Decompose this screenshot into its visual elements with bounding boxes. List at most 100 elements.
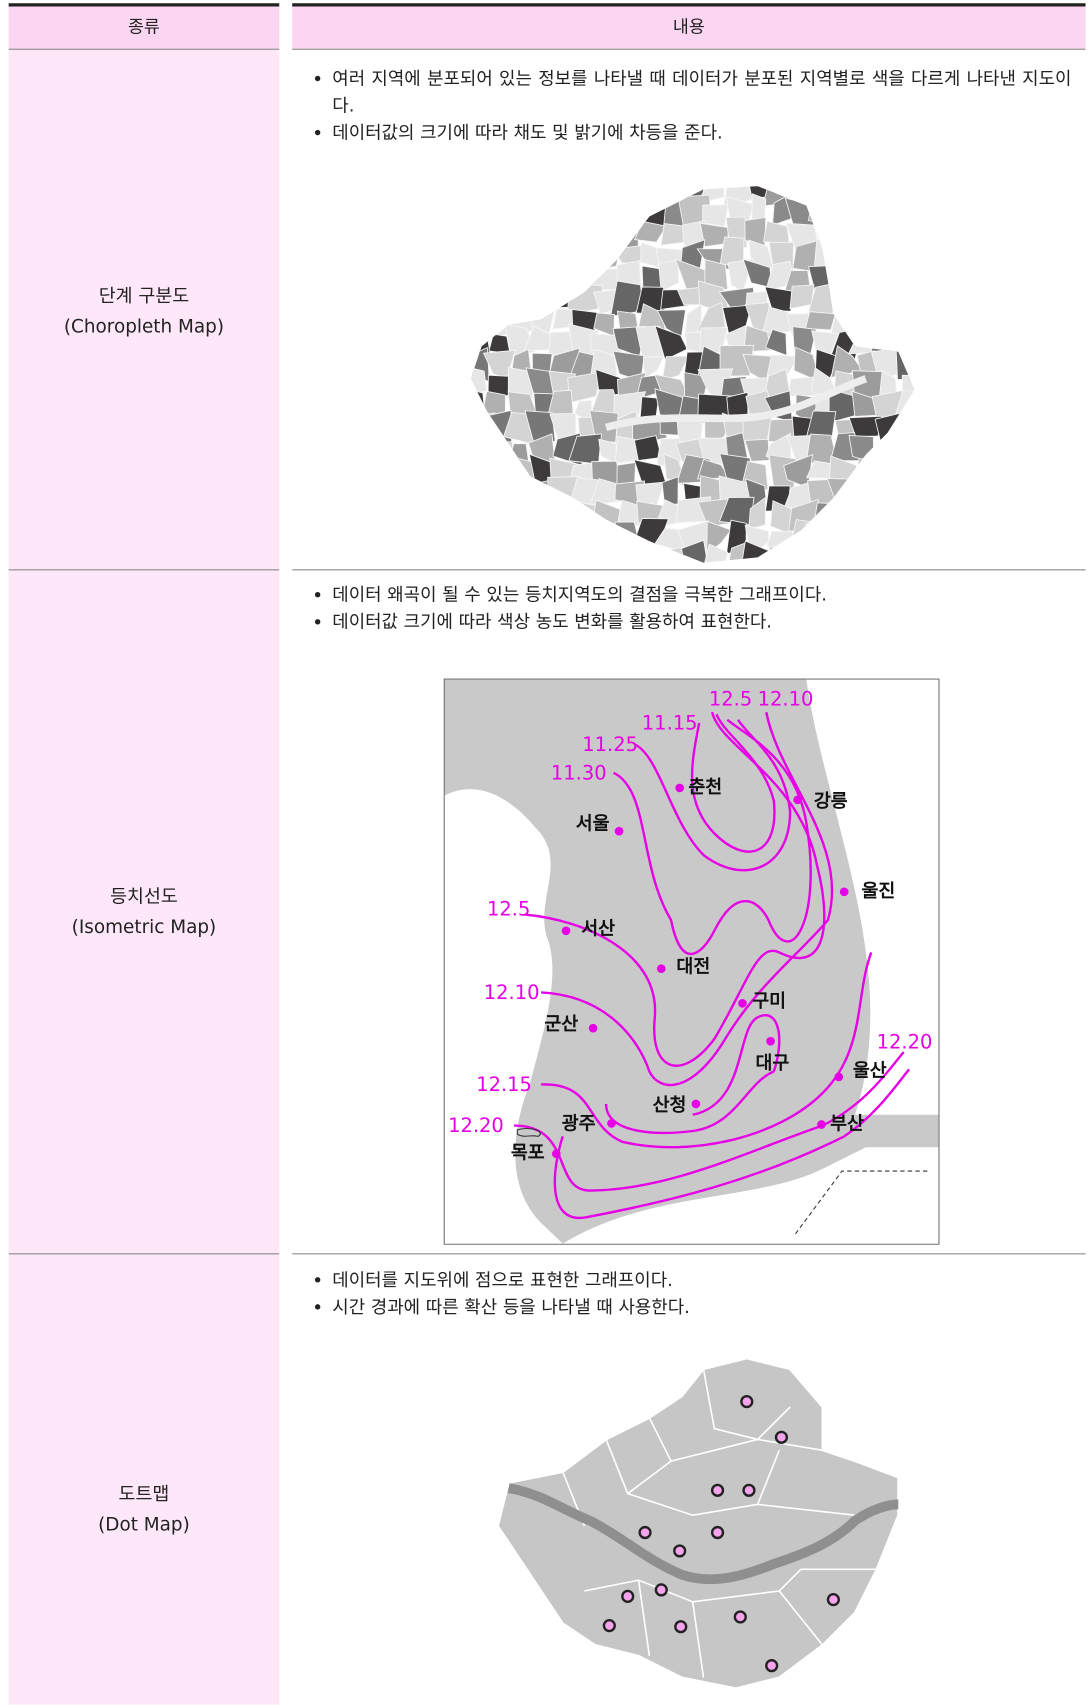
district xyxy=(526,198,559,229)
district xyxy=(918,347,925,380)
bullet: 시간 경과에 따른 확산 등을 나타낼 때 사용한다. xyxy=(308,1293,1071,1320)
district xyxy=(548,541,576,563)
district xyxy=(506,569,535,574)
district xyxy=(470,388,486,424)
type-label: 단계 구분도 (Choropleth Map) xyxy=(9,281,280,342)
district xyxy=(486,569,517,573)
district xyxy=(550,523,579,554)
district xyxy=(877,435,902,470)
city-label: 울산 xyxy=(853,1060,887,1081)
district xyxy=(553,246,583,272)
city-label: 강릉 xyxy=(814,791,848,812)
district xyxy=(807,186,843,206)
district xyxy=(830,224,863,250)
district xyxy=(529,264,557,292)
bullet-text: 데이터를 지도위에 점으로 표현한 그래프이다. xyxy=(332,1269,673,1291)
district xyxy=(914,549,915,563)
district xyxy=(488,258,518,293)
district xyxy=(598,438,617,465)
district xyxy=(552,503,583,531)
district xyxy=(792,541,817,563)
city-label: 대구 xyxy=(755,1053,789,1074)
district xyxy=(892,196,915,222)
district xyxy=(848,485,885,509)
bullet: 여러 지역에 분포되어 있는 정보를 나타낼 때 데이터가 분포된 지역별로 색… xyxy=(308,65,1071,119)
district xyxy=(508,544,536,563)
city-label: 울진 xyxy=(862,881,896,902)
rule xyxy=(292,48,1086,50)
district xyxy=(470,460,496,487)
type-english: (Choropleth Map) xyxy=(63,316,225,338)
bullets: 데이터 왜곡이 될 수 있는 등치지역도의 결점을 극복한 그래프이다. 데이터… xyxy=(308,581,1071,635)
district xyxy=(570,200,598,224)
district xyxy=(591,499,621,534)
district xyxy=(897,186,915,203)
district xyxy=(848,415,883,438)
district xyxy=(849,287,880,311)
district xyxy=(893,435,915,466)
district xyxy=(704,258,729,292)
city-label: 구미 xyxy=(752,991,786,1012)
district xyxy=(633,220,667,243)
district xyxy=(523,501,560,532)
district xyxy=(680,561,713,563)
district xyxy=(470,526,494,553)
district xyxy=(593,545,625,563)
district xyxy=(895,457,915,484)
bullet: 데이터 왜곡이 될 수 있는 등치지역도의 결점을 극복한 그래프이다. xyxy=(308,581,1071,608)
district xyxy=(470,221,493,253)
district xyxy=(913,432,915,465)
district xyxy=(573,546,604,563)
rule xyxy=(292,569,1086,571)
district xyxy=(828,525,858,550)
district xyxy=(702,204,729,227)
district xyxy=(900,562,915,563)
city-label: 춘천 xyxy=(688,777,722,798)
district xyxy=(550,214,583,246)
district xyxy=(470,367,487,395)
rule xyxy=(8,1253,280,1255)
district xyxy=(831,186,859,206)
district xyxy=(771,568,793,574)
district xyxy=(484,518,513,549)
city-label: 부산 xyxy=(830,1114,864,1135)
dot-map xyxy=(496,1357,900,1690)
district xyxy=(873,302,907,337)
district xyxy=(853,520,885,550)
district xyxy=(857,223,881,247)
district xyxy=(470,203,495,228)
district xyxy=(549,561,581,563)
district xyxy=(702,543,729,563)
district xyxy=(769,546,791,563)
district xyxy=(658,259,680,292)
district xyxy=(653,562,691,563)
district xyxy=(661,355,690,381)
district xyxy=(828,548,863,563)
district xyxy=(744,438,770,462)
district xyxy=(526,540,559,563)
district xyxy=(913,238,915,273)
isoline-label: 12.5 xyxy=(709,688,752,711)
city-label: 서산 xyxy=(581,919,615,940)
district xyxy=(851,496,885,529)
district xyxy=(510,186,539,206)
bullet-text: 여러 지역에 분포되어 있는 정보를 나타낼 때 데이터가 분포된 지역별로 색… xyxy=(332,68,1072,116)
district xyxy=(748,496,766,530)
district xyxy=(642,565,666,574)
district xyxy=(831,203,855,229)
district xyxy=(726,541,749,563)
isoline-label: 11.30 xyxy=(551,761,607,784)
district xyxy=(919,218,925,245)
district xyxy=(827,261,858,291)
district xyxy=(849,540,878,563)
district xyxy=(610,542,640,563)
district xyxy=(482,544,517,563)
district xyxy=(746,562,776,563)
type-name: 도트맵 xyxy=(118,1483,170,1506)
rule xyxy=(8,569,280,571)
district xyxy=(509,477,539,511)
district xyxy=(481,193,517,220)
district xyxy=(635,186,666,202)
choropleth-map xyxy=(470,186,925,574)
